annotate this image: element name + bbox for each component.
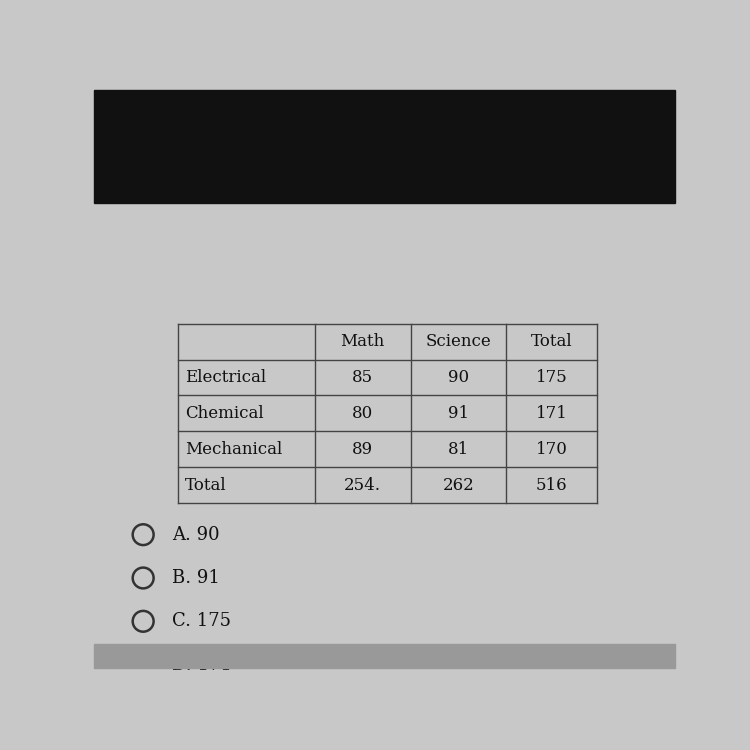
Text: Chemical: Chemical: [185, 405, 264, 422]
Text: A. 90: A. 90: [172, 526, 220, 544]
Text: Total: Total: [531, 333, 572, 350]
Text: Mechanical: Mechanical: [185, 441, 282, 458]
Text: Science: Science: [425, 333, 491, 350]
Text: D. 171: D. 171: [172, 656, 232, 674]
Text: B. 91: B. 91: [172, 569, 220, 587]
Text: 91: 91: [448, 405, 469, 422]
Text: 171: 171: [536, 405, 568, 422]
Text: Math: Math: [340, 333, 385, 350]
Bar: [94, 90, 675, 202]
Text: 85: 85: [352, 369, 374, 386]
Text: 254.: 254.: [344, 476, 381, 494]
Text: Electrical: Electrical: [185, 369, 266, 386]
Text: 262: 262: [442, 476, 474, 494]
Text: 170: 170: [536, 441, 568, 458]
Text: 90: 90: [448, 369, 469, 386]
Bar: [94, 644, 675, 668]
Text: 516: 516: [536, 476, 567, 494]
Text: 80: 80: [352, 405, 374, 422]
Text: C. 175: C. 175: [172, 612, 231, 630]
Text: 81: 81: [448, 441, 469, 458]
Text: Total: Total: [185, 476, 226, 494]
Text: 89: 89: [352, 441, 374, 458]
Text: 175: 175: [536, 369, 567, 386]
